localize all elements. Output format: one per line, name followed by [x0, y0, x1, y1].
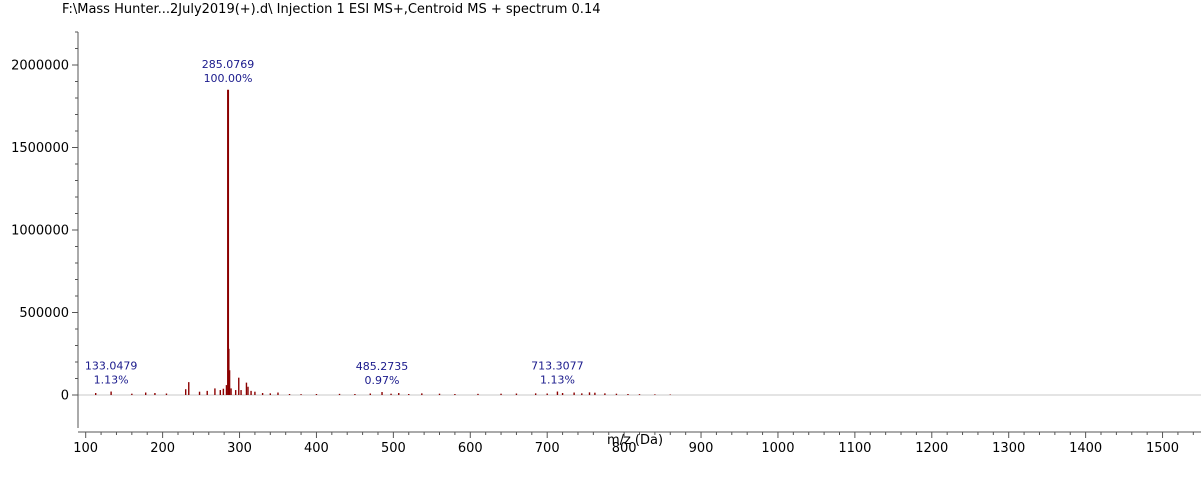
x-tick-label: 400: [304, 441, 329, 456]
peak-percent-label: 0.97%: [365, 374, 400, 387]
x-tick-label: 900: [689, 441, 714, 456]
x-tick-label: 500: [381, 441, 406, 456]
x-tick-label: 1100: [838, 441, 871, 456]
y-tick-label: 500000: [19, 306, 69, 321]
x-axis: 100 200 300 400 500 600 700 800 900 1000 1100 1200 1…: [73, 431, 1201, 456]
x-axis-label: m/z (Da): [607, 433, 663, 448]
y-axis: 0 500000 1000000 1500000 2000000: [11, 31, 79, 428]
peak-mz-label: 485.2735: [356, 360, 409, 373]
x-tick-label: 800: [612, 441, 637, 456]
x-tick-label: 600: [458, 441, 483, 456]
chart-title: F:\Mass Hunter...2July2019(+).d\ Injecti…: [62, 2, 601, 17]
peak-mz-label: 133.0479: [85, 360, 138, 373]
x-tick-label: 1400: [1069, 441, 1102, 456]
peak-mz-label: 713.3077: [531, 360, 584, 373]
y-tick-label: 1000000: [11, 224, 69, 239]
peak-mz-label: 285.0769: [202, 58, 255, 71]
x-tick-label: 200: [150, 441, 175, 456]
x-tick-label: 700: [535, 441, 560, 456]
y-tick-label: 2000000: [11, 59, 69, 74]
x-tick-label: 300: [227, 441, 252, 456]
peaks-group: [94, 89, 671, 395]
peak-percent-label: 1.13%: [540, 374, 575, 387]
peak-annotations: 285.0769100.00%133.04791.13%485.27350.97…: [85, 58, 584, 387]
y-tick-label: 1500000: [11, 141, 69, 156]
peak-percent-label: 100.00%: [204, 72, 253, 85]
x-tick-label: 1200: [915, 441, 948, 456]
x-tick-label: 100: [73, 441, 98, 456]
x-tick-label: 1300: [992, 441, 1025, 456]
x-tick-label: 1500: [1146, 441, 1179, 456]
peak-percent-label: 1.13%: [94, 374, 129, 387]
y-tick-label: 0: [61, 389, 69, 404]
x-tick-label: 1000: [761, 441, 794, 456]
